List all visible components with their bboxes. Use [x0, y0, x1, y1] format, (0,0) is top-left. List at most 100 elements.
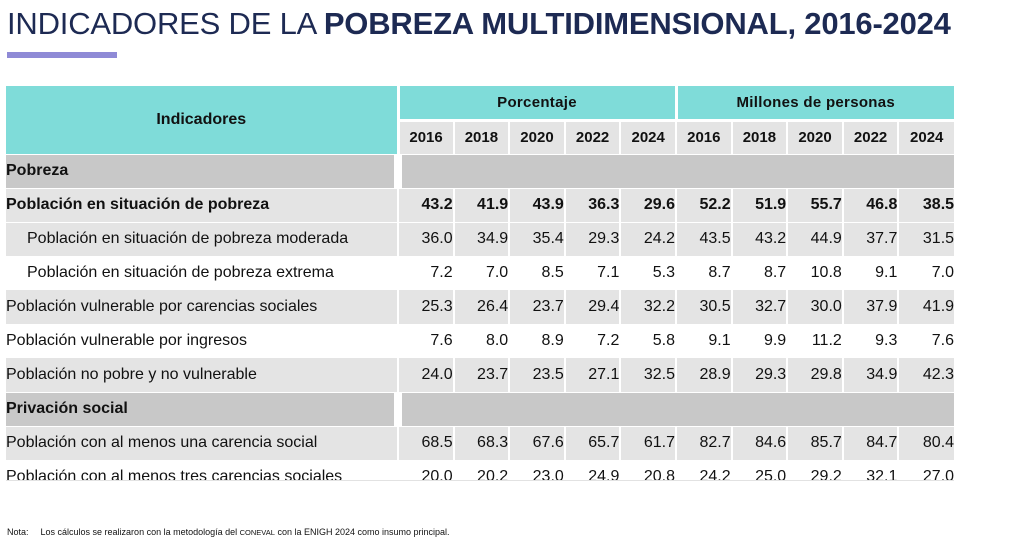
mill-cell: 84.7: [841, 425, 899, 460]
pct-cell: 27.1: [563, 358, 621, 392]
mill-cell: 30.0: [786, 290, 843, 324]
millions-group-header: Millones de personas: [674, 86, 955, 122]
mill-cell: 80.4: [897, 425, 955, 460]
pct-cell: 24.9: [563, 460, 621, 494]
row-label: Población vulnerable por carencias socia…: [6, 290, 398, 324]
mill-cell: 43.5: [675, 221, 732, 256]
mill-cell: 8.7: [675, 256, 732, 290]
table-row: Población no pobre y no vulnerable 24.0 …: [6, 358, 955, 392]
row-label: Población con al menos una carencia soci…: [6, 425, 398, 460]
pct-cell: 43.2: [397, 187, 454, 222]
pct-cell: 5.3: [619, 256, 677, 290]
mill-cell: 34.9: [841, 358, 899, 392]
section-fill: [398, 391, 955, 426]
mill-cell: 29.8: [786, 358, 843, 392]
percentage-group-header: Porcentaje: [396, 86, 677, 122]
mill-cell: 44.9: [786, 221, 843, 256]
row-label: Población en situación de pobreza modera…: [6, 221, 398, 256]
title-light: INDICADORES DE LA: [7, 6, 324, 41]
mill-cell: 37.9: [841, 290, 899, 324]
pct-cell: 61.7: [619, 425, 677, 460]
note-text-before: Los cálculos se realizaron con la metodo…: [40, 527, 240, 537]
pct-cell: 7.2: [563, 324, 621, 358]
pct-cell: 25.3: [397, 290, 454, 324]
pct-cell: 35.4: [508, 221, 565, 256]
pct-cell: 8.9: [508, 324, 565, 358]
mill-cell: 9.1: [675, 324, 732, 358]
mill-cell: 11.2: [786, 324, 843, 358]
mill-cell: 28.9: [675, 358, 732, 392]
pct-cell: 36.0: [397, 221, 454, 256]
year-header: 2016: [397, 120, 454, 154]
table-row: Población en situación de pobreza extrem…: [6, 256, 955, 290]
pct-cell: 68.3: [452, 425, 510, 460]
table-row: Población con al menos una carencia soci…: [6, 425, 955, 460]
pct-cell: 34.9: [452, 221, 510, 256]
pct-cell: 24.2: [619, 221, 677, 256]
row-label: Población en situación de pobreza: [6, 187, 398, 222]
year-header: 2020: [786, 120, 843, 154]
mill-cell: 7.6: [897, 324, 955, 358]
mill-cell: 43.2: [730, 221, 788, 256]
row-label: Población no pobre y no vulnerable: [6, 358, 398, 392]
mill-cell: 52.2: [675, 187, 732, 222]
year-header: 2022: [563, 120, 621, 154]
mill-cell: 32.7: [730, 290, 788, 324]
table-row: Población en situación de pobreza modera…: [6, 221, 955, 256]
mill-cell: 31.5: [897, 221, 955, 256]
mill-cell: 29.3: [730, 358, 788, 392]
table-row: Población con al menos tres carencias so…: [6, 460, 955, 494]
mill-cell: 8.7: [730, 256, 788, 290]
row-label: Población vulnerable por ingresos: [6, 324, 398, 358]
mill-cell: 46.8: [841, 187, 899, 222]
mill-cell: 24.2: [675, 460, 732, 494]
footnote: Nota: Los cálculos se realizaron con la m…: [7, 527, 450, 537]
title-bold: POBREZA MULTIDIMENSIONAL, 2016-2024: [323, 6, 951, 41]
pct-cell: 24.0: [397, 358, 454, 392]
pct-cell: 7.0: [452, 256, 510, 290]
mill-cell: 7.0: [897, 256, 955, 290]
mill-cell: 55.7: [786, 187, 843, 222]
section-row-pobreza: Pobreza: [6, 153, 955, 188]
pct-cell: 32.5: [619, 358, 677, 392]
note-text-after: con la ENIGH 2024 como insumo principal.: [274, 527, 450, 537]
note-org: CONEVAL: [239, 528, 275, 537]
indicators-table: Indicadores Porcentaje Millones de perso…: [6, 86, 955, 494]
mill-cell: 82.7: [675, 425, 732, 460]
mill-cell: 42.3: [897, 358, 955, 392]
mill-cell: 10.8: [786, 256, 843, 290]
pct-cell: 29.4: [563, 290, 621, 324]
mill-cell: 27.0: [897, 460, 955, 494]
page-title: INDICADORES DE LA POBREZA MULTIDIMENSION…: [7, 6, 951, 42]
table-row: Población vulnerable por carencias socia…: [6, 290, 955, 324]
mill-cell: 37.7: [841, 221, 899, 256]
pct-cell: 7.1: [563, 256, 621, 290]
pct-cell: 41.9: [452, 187, 510, 222]
pct-cell: 20.0: [397, 460, 454, 494]
mill-cell: 9.1: [841, 256, 899, 290]
mill-cell: 9.3: [841, 324, 899, 358]
year-header: 2016: [675, 120, 732, 154]
year-header: 2018: [730, 120, 788, 154]
pct-cell: 23.7: [508, 290, 565, 324]
pct-cell: 5.8: [619, 324, 677, 358]
title-underline: [7, 52, 117, 58]
section-fill: [398, 153, 955, 188]
mill-cell: 85.7: [786, 425, 843, 460]
pct-cell: 23.7: [452, 358, 510, 392]
table-row: Población vulnerable por ingresos 7.6 8.…: [6, 324, 955, 358]
pct-cell: 67.6: [508, 425, 565, 460]
mill-cell: 30.5: [675, 290, 732, 324]
year-header: 2024: [897, 120, 955, 154]
row-label: Población en situación de pobreza extrem…: [6, 256, 398, 290]
pct-cell: 20.8: [619, 460, 677, 494]
pct-cell: 29.6: [619, 187, 677, 222]
year-header: 2020: [508, 120, 565, 154]
pct-cell: 8.5: [508, 256, 565, 290]
year-header: 2024: [619, 120, 677, 154]
mill-cell: 29.2: [786, 460, 843, 494]
table-row: Población en situación de pobreza 43.2 4…: [6, 187, 955, 222]
mill-cell: 84.6: [730, 425, 788, 460]
pct-cell: 43.9: [508, 187, 565, 222]
pct-cell: 68.5: [397, 425, 454, 460]
